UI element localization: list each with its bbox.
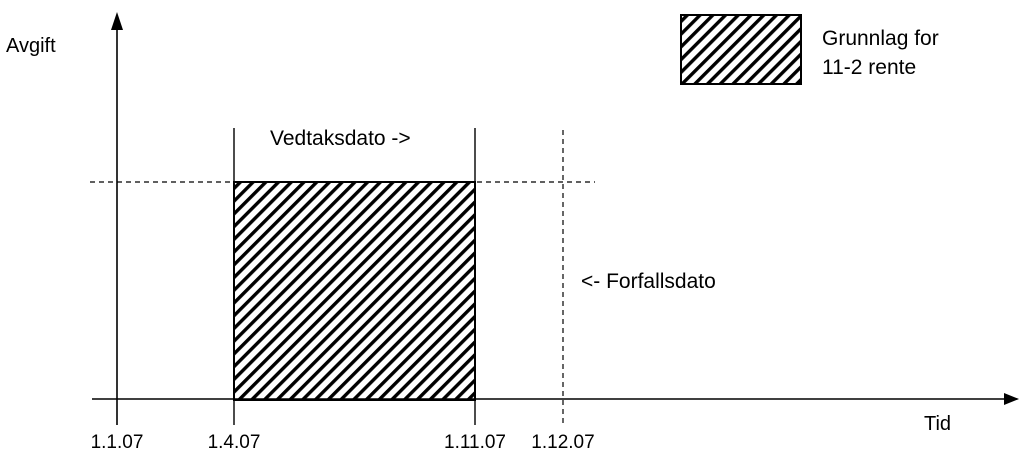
y-axis-arrow-icon bbox=[111, 12, 123, 30]
tick-label-1-11-07: 1.11.07 bbox=[444, 432, 506, 453]
interest-basis-area bbox=[233, 181, 476, 401]
x-axis-label: Tid bbox=[924, 413, 951, 435]
tick-label-1-1-07: 1.1.07 bbox=[91, 432, 144, 453]
tick-label-1-12-07: 1.12.07 bbox=[531, 432, 594, 453]
vedtaksdato-annotation: Vedtaksdato -> bbox=[270, 127, 411, 150]
legend-label-line2: 11-2 rente bbox=[822, 56, 916, 79]
legend-label-line1: Grunnlag for bbox=[822, 27, 939, 50]
y-axis-label: Avgift bbox=[6, 35, 56, 57]
x-axis-arrow-icon bbox=[1004, 393, 1019, 405]
forfallsdato-annotation: <- Forfallsdato bbox=[581, 270, 716, 293]
tick-label-1-4-07: 1.4.07 bbox=[208, 432, 261, 453]
legend-swatch bbox=[680, 14, 802, 85]
